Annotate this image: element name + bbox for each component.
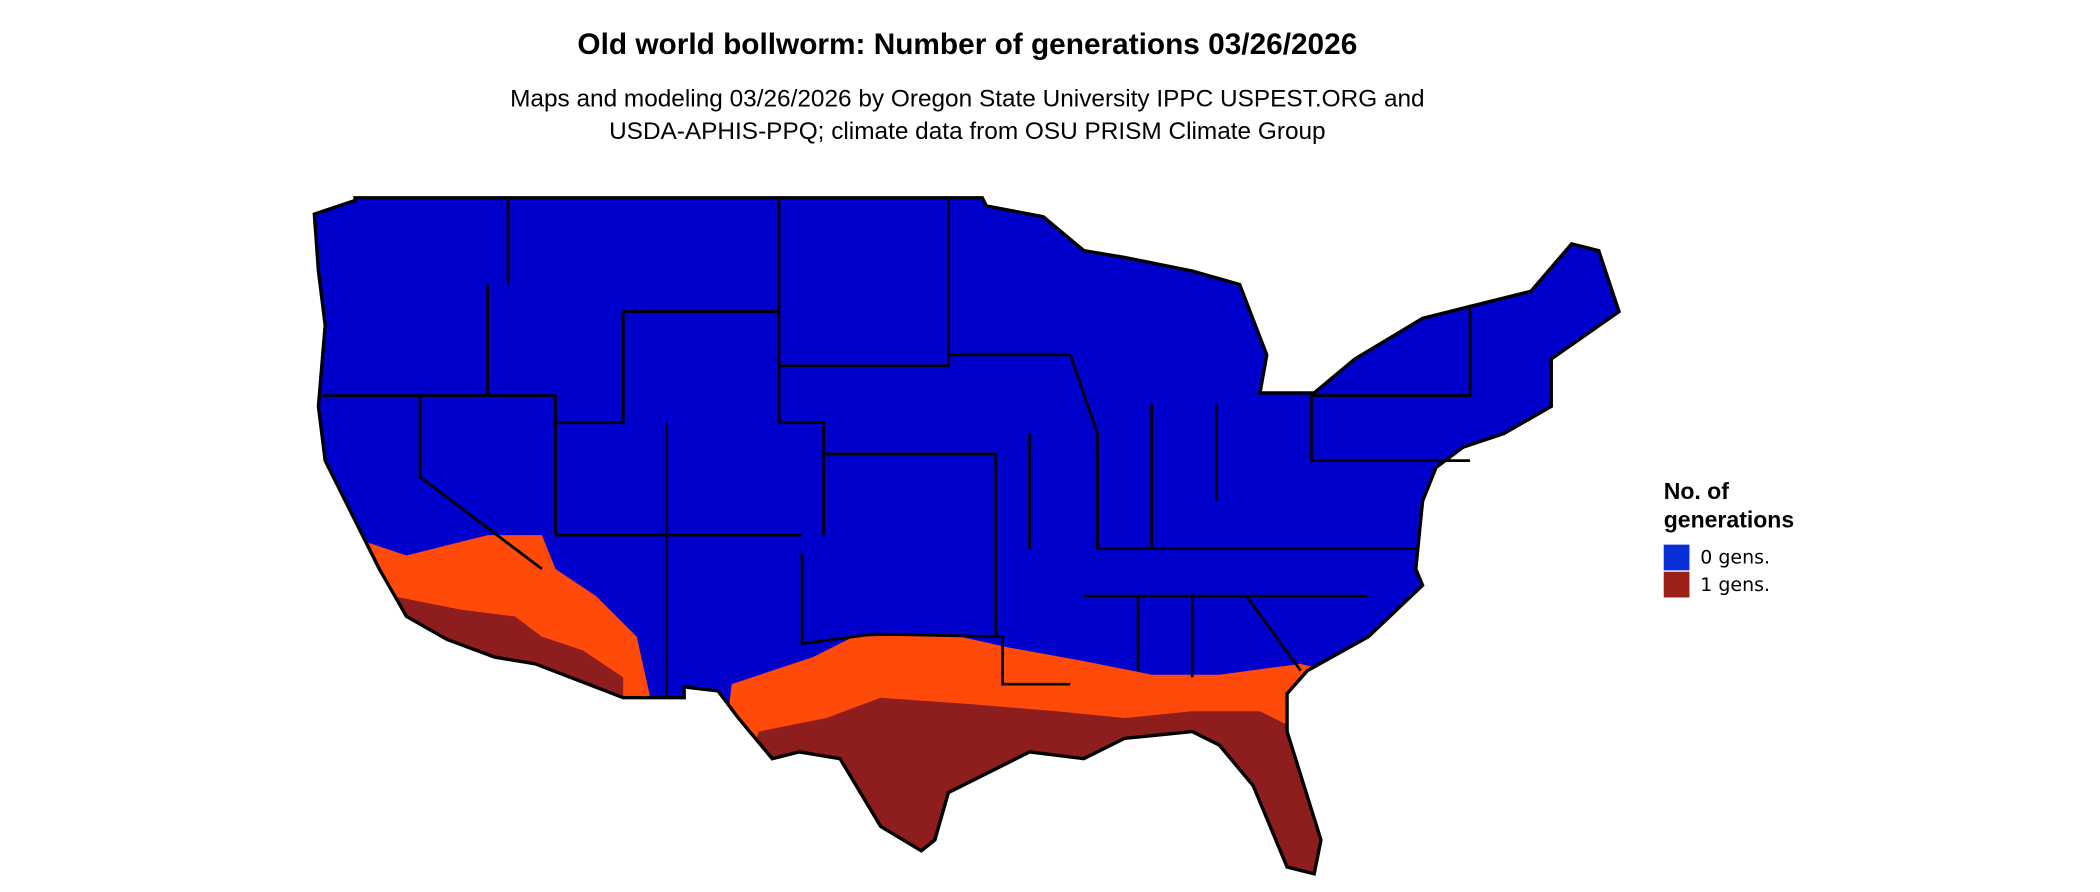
map-subtitle: USDA-APHIS-PPQ; climate data from OSU PR… — [609, 118, 1326, 145]
legend-label: 0 gens. — [1700, 547, 1770, 569]
legend-swatch — [1663, 544, 1690, 571]
map-subtitle: Maps and modeling 03/26/2026 by Oregon S… — [510, 86, 1425, 113]
legend-title: generations — [1664, 507, 1794, 533]
state-borders — [322, 197, 1472, 698]
legend-swatch — [1663, 571, 1690, 598]
map-title: Old world bollworm: Number of generation… — [577, 28, 1357, 61]
legend-label: 1 gens. — [1700, 574, 1770, 596]
legend-title: No. of — [1664, 478, 1730, 504]
legend: 0 gens. 1 gens. — [1663, 544, 1770, 598]
